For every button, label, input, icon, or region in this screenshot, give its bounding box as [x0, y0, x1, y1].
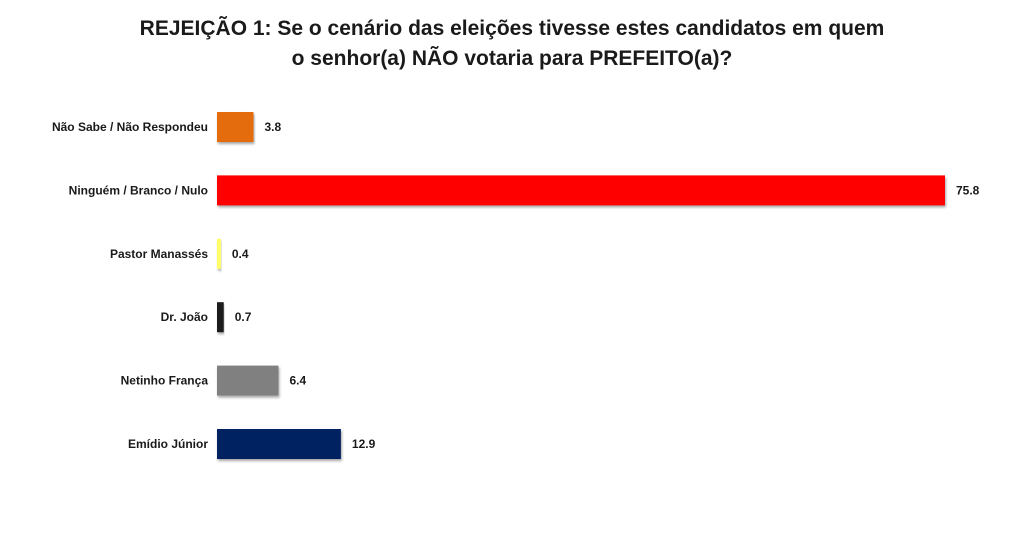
value-label: 12.9: [352, 437, 376, 451]
category-label: Não Sabe / Não Respondeu: [52, 120, 208, 134]
category-label: Ninguém / Branco / Nulo: [69, 183, 208, 197]
value-label: 3.8: [264, 120, 281, 134]
value-label: 75.8: [956, 183, 980, 197]
bar: [217, 238, 221, 269]
value-label: 6.4: [289, 374, 306, 388]
chart-title-line-2: o senhor(a) NÃO votaria para PREFEITO(a)…: [291, 47, 733, 70]
bar: [217, 429, 341, 459]
category-label: Netinho França: [121, 374, 209, 388]
category-label: Emídio Júnior: [128, 437, 208, 451]
bar: [217, 302, 224, 333]
chart-title: REJEIÇÃO 1: Se o cenário das eleições ti…: [0, 14, 1024, 74]
category-label: Dr. João: [161, 310, 208, 324]
chart-title-line-1: REJEIÇÃO 1: Se o cenário das eleições ti…: [139, 17, 885, 40]
bar: [217, 365, 279, 396]
value-label: 0.4: [232, 247, 249, 261]
bar: [217, 175, 945, 206]
category-label: Pastor Manassés: [110, 247, 208, 261]
value-label: 0.7: [235, 310, 252, 324]
bar: [217, 112, 254, 142]
